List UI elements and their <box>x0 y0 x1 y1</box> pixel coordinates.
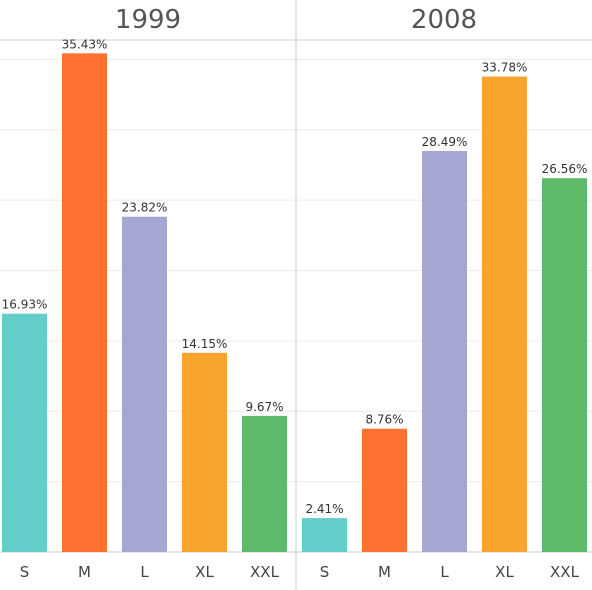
bar-label-2008-XL: 33.78% <box>482 61 528 75</box>
bar-label-1999-XL: 14.15% <box>182 337 228 351</box>
bar-labels: 16.93% 35.43% 23.82% 14.15% 9.67% 2.41% 8.76% 2… <box>2 37 588 516</box>
x-tick-1999-M: M <box>78 563 91 581</box>
x-tick-1999-XXL: XXL <box>250 563 280 581</box>
bar-label-1999-M: 35.43% <box>62 37 108 51</box>
bar-1999-XXL <box>242 415 287 552</box>
bar-label-2008-L: 28.49% <box>422 135 468 149</box>
panel-title-2008: 2008 <box>411 5 477 35</box>
bar-label-2008-XXL: 26.56% <box>542 162 588 176</box>
bar-1999-L <box>122 216 167 552</box>
panel-titles: 1999 2008 <box>115 5 477 35</box>
x-tick-1999-L: L <box>140 563 149 581</box>
x-tick-1999-S: S <box>20 563 30 581</box>
x-tick-1999-XL: XL <box>195 563 214 581</box>
bar-2008-L <box>422 151 467 553</box>
x-tick-2008-XL: XL <box>495 563 514 581</box>
bar-1999-S <box>2 313 47 552</box>
x-tick-2008-S: S <box>320 563 330 581</box>
bar-1999-M <box>62 53 107 552</box>
x-tick-2008-XXL: XXL <box>550 563 580 581</box>
bar-2008-S <box>302 518 347 552</box>
bar-2008-XXL <box>542 178 587 552</box>
bar-2008-M <box>362 428 407 552</box>
bar-label-2008-S: 2.41% <box>305 502 343 516</box>
bar-1999-XL <box>182 352 227 552</box>
panel-title-1999: 1999 <box>115 5 181 35</box>
bar-label-1999-L: 23.82% <box>122 201 168 215</box>
bar-label-1999-S: 16.93% <box>2 298 48 312</box>
bar-label-1999-XXL: 9.67% <box>245 400 283 414</box>
bar-2008-XL <box>482 76 527 552</box>
x-tick-2008-M: M <box>378 563 391 581</box>
x-tick-2008-L: L <box>440 563 449 581</box>
bars <box>2 53 587 553</box>
bar-label-2008-M: 8.76% <box>365 413 403 427</box>
x-tick-labels: S M L XL XXL S M L XL XXL <box>20 563 580 581</box>
